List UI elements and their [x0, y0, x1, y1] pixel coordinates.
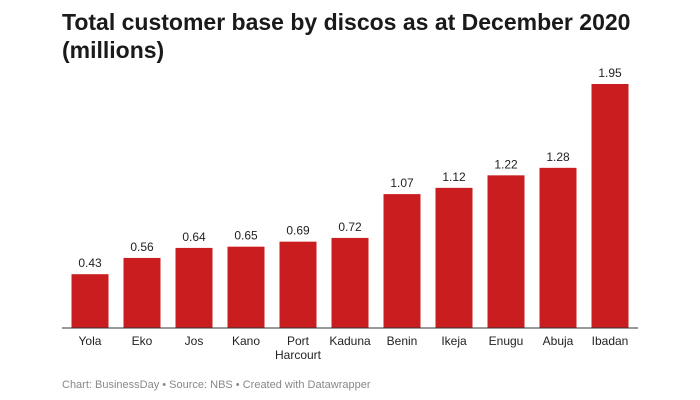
category-label: Benin — [387, 334, 418, 348]
value-label: 0.56 — [130, 240, 154, 254]
bar-eko — [123, 257, 161, 328]
value-label: 1.07 — [390, 176, 414, 190]
category-label: Kaduna — [329, 334, 371, 348]
value-label: 1.95 — [598, 66, 622, 80]
bar-kano — [227, 246, 265, 328]
value-label: 1.12 — [442, 170, 466, 184]
category-label: Abuja — [543, 334, 574, 348]
chart-footer: Chart: BusinessDay • Source: NBS • Creat… — [62, 379, 371, 391]
value-label: 1.28 — [546, 150, 570, 164]
value-labels-group: 0.43 0.56 0.64 0.65 0.69 0.72 1.07 1.12 1.22 1.28… — [78, 66, 622, 270]
category-label: Port Harcourt — [275, 334, 322, 362]
bars-group — [71, 84, 629, 328]
bar-abuja — [539, 167, 577, 328]
bar-chart: 0.43 0.56 0.64 0.65 0.69 0.72 1.07 1.12 1.22 1.28… — [62, 66, 638, 362]
bar-enugu — [487, 175, 525, 328]
bar-benin — [383, 194, 421, 328]
bar-ibadan — [591, 84, 629, 328]
value-label: 0.69 — [286, 224, 310, 238]
value-label: 0.65 — [234, 229, 258, 243]
category-label: Jos — [185, 334, 204, 348]
bar-ikeja — [435, 187, 473, 328]
category-labels-group: Yola Eko Jos Kano Port Harcourt Kaduna Benin Ike… — [79, 334, 629, 362]
category-label: Yola — [79, 334, 102, 348]
value-label: 1.22 — [494, 157, 518, 171]
chart-title: Total customer base by discos as at Dece… — [62, 9, 631, 63]
category-label: Enugu — [489, 334, 524, 348]
bar-jos — [175, 247, 213, 328]
category-label: Ibadan — [592, 334, 629, 348]
value-label: 0.64 — [182, 230, 206, 244]
category-label: Eko — [132, 334, 153, 348]
bar-kaduna — [331, 237, 369, 328]
bar-yola — [71, 274, 109, 328]
value-label: 0.43 — [78, 256, 102, 270]
category-label: Ikeja — [441, 334, 467, 348]
category-label: Kano — [232, 334, 260, 348]
bar-port-harcourt — [279, 241, 317, 328]
value-label: 0.72 — [338, 220, 362, 234]
